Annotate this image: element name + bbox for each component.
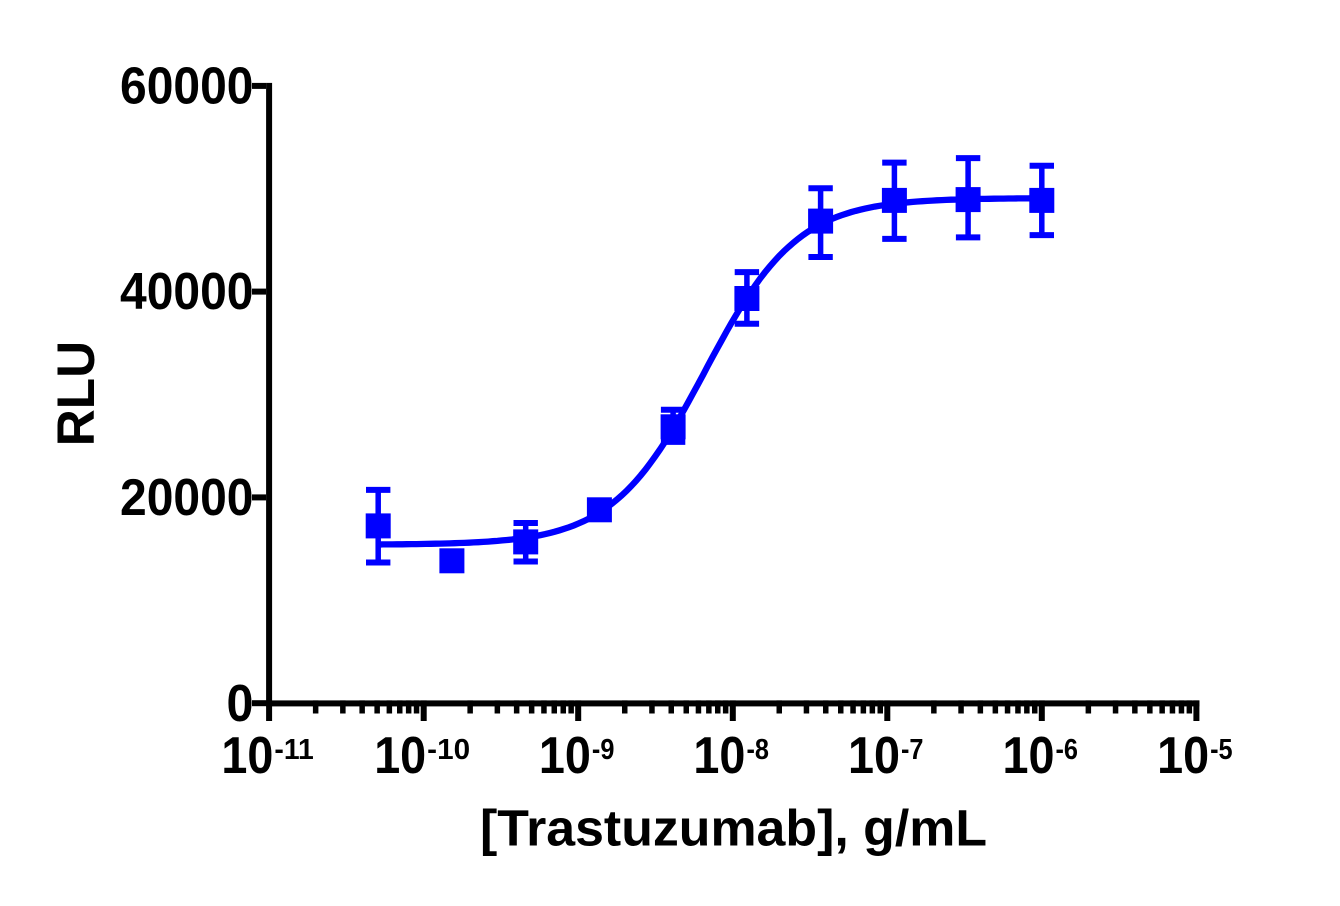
svg-text:-5: -5 xyxy=(1210,734,1233,766)
svg-text:-9: -9 xyxy=(592,734,615,766)
svg-text:20000: 20000 xyxy=(120,469,254,527)
svg-text:-6: -6 xyxy=(1056,734,1079,766)
svg-text:10: 10 xyxy=(374,727,426,785)
svg-text:[Trastuzumab], g/mL: [Trastuzumab], g/mL xyxy=(480,800,987,857)
svg-text:60000: 60000 xyxy=(120,58,254,116)
svg-text:RLU: RLU xyxy=(47,341,106,447)
svg-text:10: 10 xyxy=(1157,727,1209,785)
svg-text:-7: -7 xyxy=(901,734,924,766)
svg-text:-11: -11 xyxy=(274,734,313,766)
svg-text:-8: -8 xyxy=(747,734,770,766)
svg-text:40000: 40000 xyxy=(120,263,254,321)
svg-text:10: 10 xyxy=(221,727,273,785)
svg-text:10: 10 xyxy=(539,727,591,785)
svg-text:10: 10 xyxy=(1003,727,1055,785)
svg-text:10: 10 xyxy=(693,727,745,785)
svg-text:0: 0 xyxy=(227,675,254,733)
svg-text:10: 10 xyxy=(848,727,900,785)
svg-text:-10: -10 xyxy=(427,734,470,766)
